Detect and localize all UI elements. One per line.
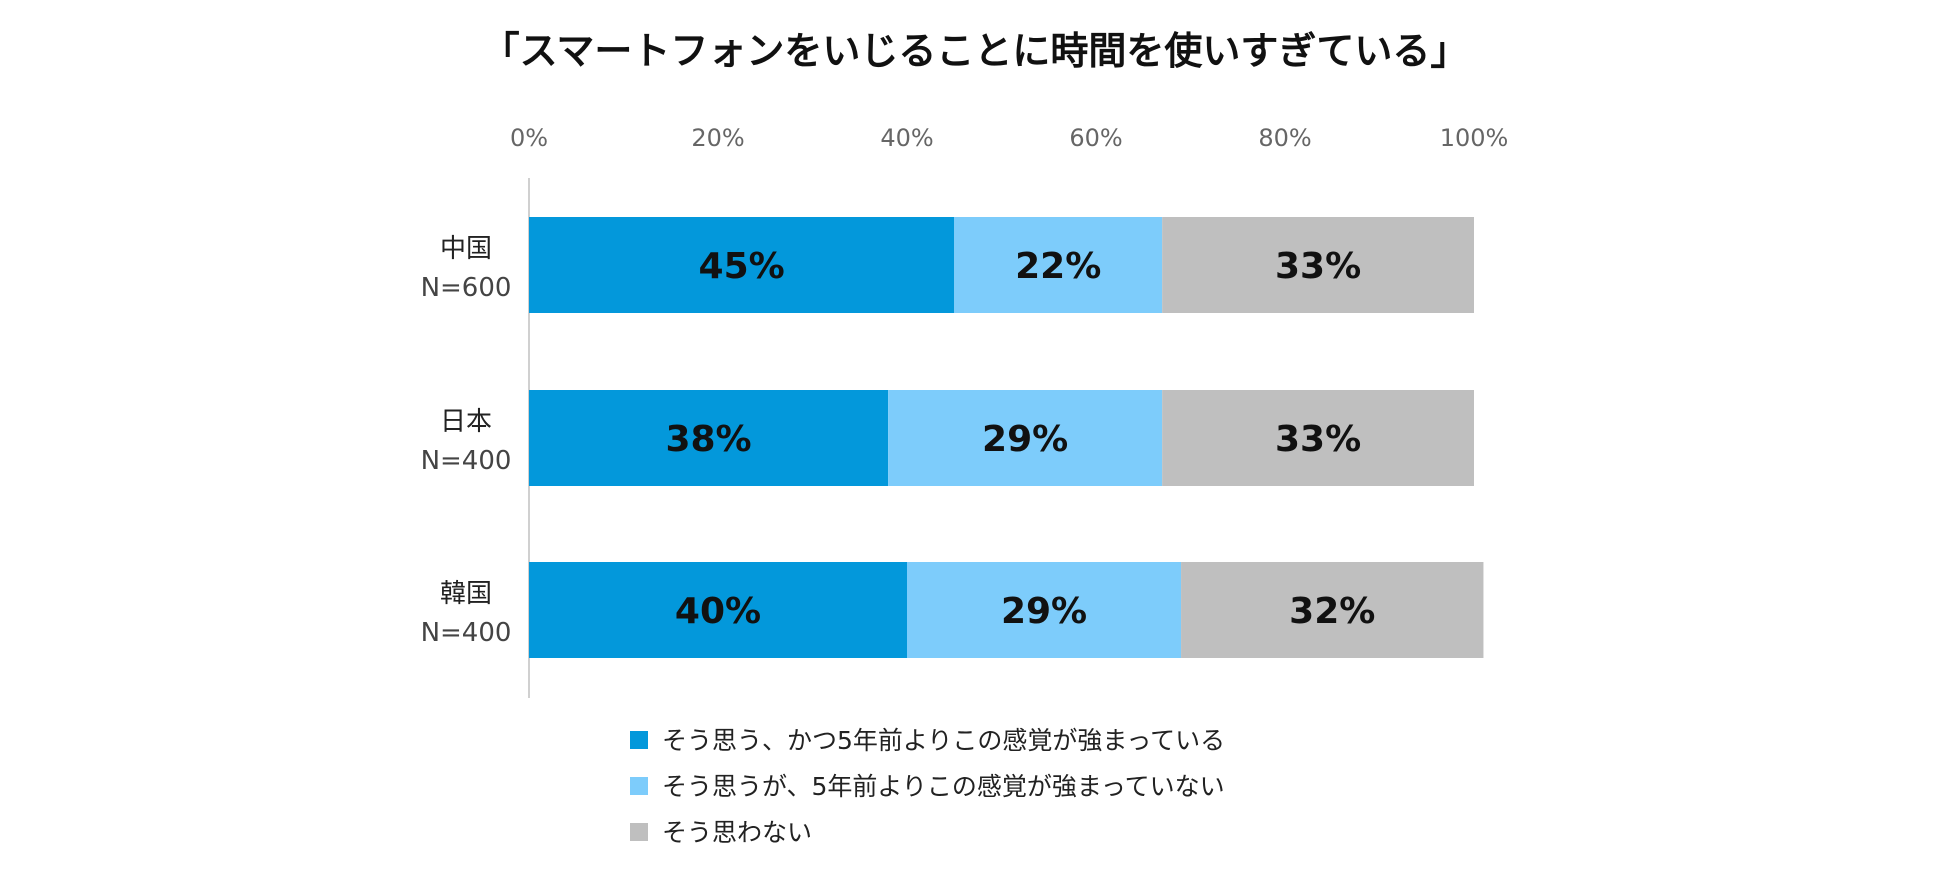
bar-segment	[1181, 562, 1484, 658]
x-tick-label: 20%	[691, 124, 744, 152]
data-label: 29%	[1001, 591, 1087, 632]
x-tick-label: 80%	[1258, 124, 1311, 152]
data-label: 32%	[1289, 591, 1375, 632]
sample-size-label: N=600	[421, 273, 512, 303]
legend-label: そう思う、かつ5年前よりこの感覚が強まっている	[662, 726, 1225, 755]
chart-title: 「スマートフォンをいじることに時間を使いすぎている」	[482, 29, 1469, 73]
data-label: 45%	[699, 246, 785, 287]
data-label: 22%	[1015, 246, 1101, 287]
category-label: 中国	[440, 234, 492, 264]
category-label: 韓国	[440, 579, 492, 609]
legend-swatch	[630, 731, 648, 749]
bar-segment	[529, 390, 889, 486]
legend-swatch	[630, 823, 648, 841]
legend-label: そう思わない	[662, 818, 812, 847]
x-tick-label: 60%	[1069, 124, 1122, 152]
legend-label: そう思うが、5年前よりこの感覚が強まっていない	[662, 772, 1225, 801]
legend-swatch	[630, 777, 648, 795]
data-label: 33%	[1275, 419, 1361, 460]
data-label: 40%	[675, 591, 761, 632]
x-axis-ticks: 0% 20% 40% 60% 80% 100%	[510, 124, 1508, 152]
sample-size-label: N=400	[421, 446, 512, 476]
x-tick-label: 0%	[510, 124, 548, 152]
data-label: 29%	[982, 419, 1068, 460]
bar-segment	[529, 562, 907, 658]
x-tick-label: 40%	[880, 124, 933, 152]
bar-segment	[954, 217, 1163, 313]
x-tick-label: 100%	[1440, 124, 1509, 152]
bar-segment	[529, 217, 955, 313]
bar-segment	[1162, 390, 1474, 486]
bar-segment	[1162, 217, 1474, 313]
bar-segment	[888, 390, 1163, 486]
data-label: 33%	[1275, 246, 1361, 287]
sample-size-label: N=400	[421, 618, 512, 648]
data-label: 38%	[665, 419, 751, 460]
legend: そう思う、かつ5年前よりこの感覚が強まっているそう思うが、5年前よりこの感覚が強…	[630, 726, 1225, 847]
category-labels: 中国 N=600 日本 N=400 韓国 N=400	[421, 234, 512, 648]
bars: 45% 22% 33% 38% 29% 33% 40% 29% 32%	[529, 217, 1484, 658]
category-label: 日本	[440, 407, 492, 437]
bar-segment	[907, 562, 1182, 658]
